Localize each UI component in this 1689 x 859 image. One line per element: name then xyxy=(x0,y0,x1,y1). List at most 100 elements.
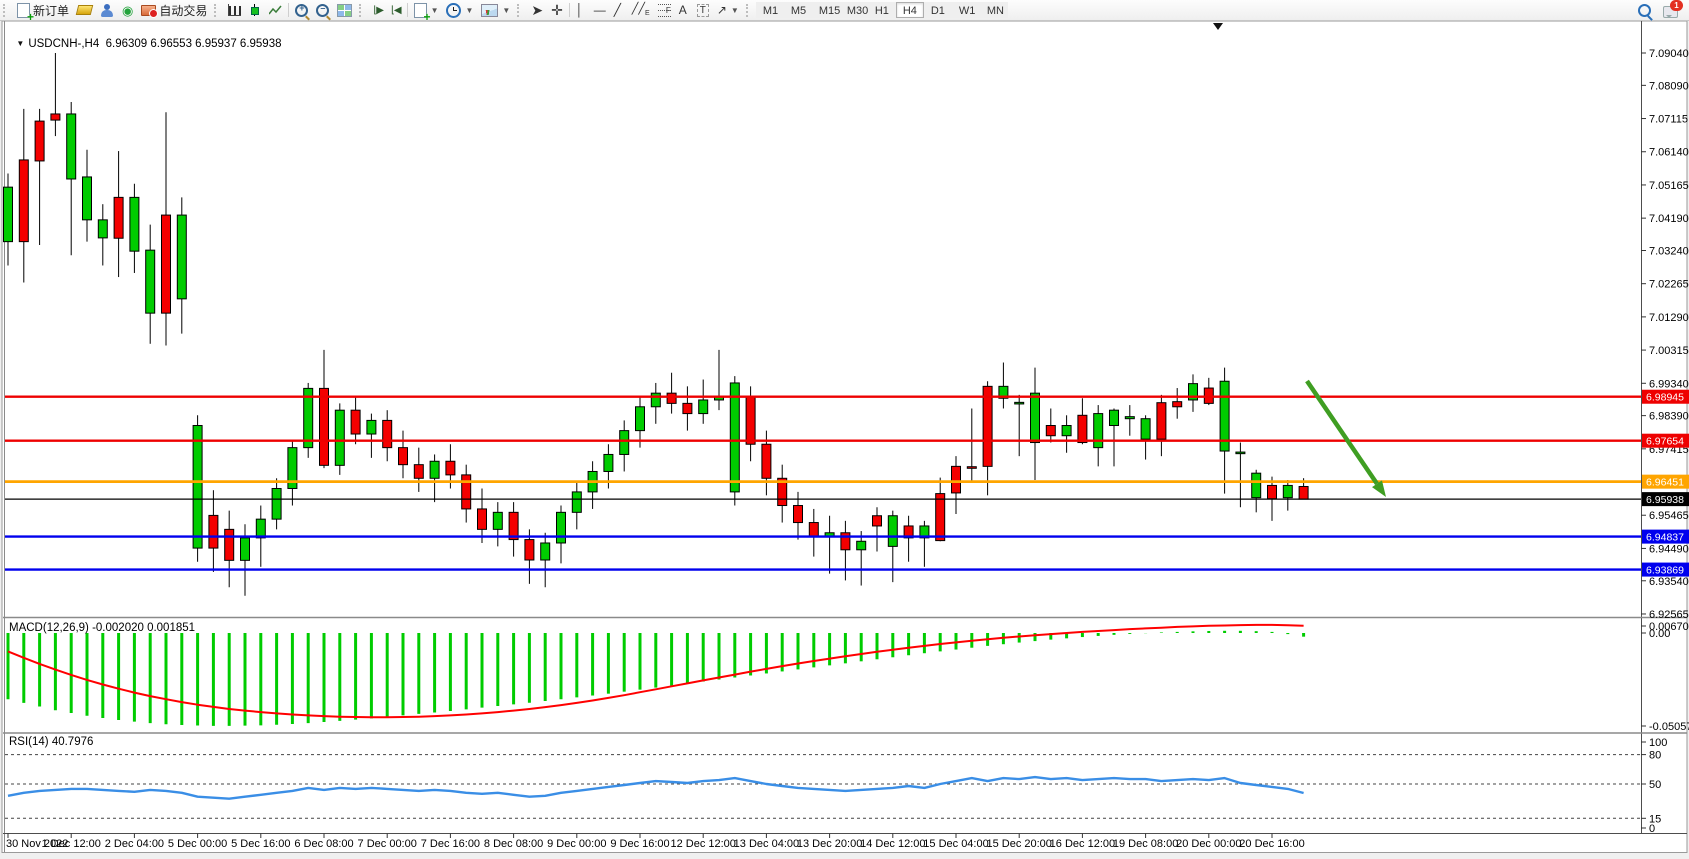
svg-text:7.06140: 7.06140 xyxy=(1649,147,1689,159)
line-chart-button[interactable] xyxy=(265,1,286,19)
dropdown-caret-icon: ▼ xyxy=(730,5,739,15)
horizontal-line-icon: — xyxy=(593,3,606,17)
notifications-button[interactable]: 1 xyxy=(1663,0,1683,18)
svg-text:6.93540: 6.93540 xyxy=(1649,576,1689,588)
svg-text:80: 80 xyxy=(1649,750,1661,762)
timeframe-h4-button[interactable]: H4 xyxy=(895,2,924,18)
svg-text:-0.050575: -0.050575 xyxy=(1649,721,1689,733)
main-toolbar: + 新订单 ◉ 自动交易 + – ⌊▶ ⌊◀ + ▼ ▼ ▼ ➤ ✛ │ — ╱ … xyxy=(0,0,1689,23)
toolbar-separator xyxy=(406,3,408,17)
new-order-button[interactable]: + 新订单 xyxy=(13,1,73,23)
auto-trading-label: 自动交易 xyxy=(159,3,208,18)
tile-windows-button[interactable] xyxy=(333,1,356,19)
svg-text:19 Dec 08:00: 19 Dec 08:00 xyxy=(1113,838,1178,850)
channel-tool-button[interactable]: ╱╱E xyxy=(628,1,654,19)
bar-chart-button[interactable] xyxy=(224,1,245,19)
svg-text:12 Dec 12:00: 12 Dec 12:00 xyxy=(670,838,735,850)
timeframe-w1-button[interactable]: W1 xyxy=(951,2,980,18)
auto-scroll-button[interactable]: ⌊◀ xyxy=(387,1,405,19)
svg-text:14 Dec 12:00: 14 Dec 12:00 xyxy=(860,838,925,850)
notification-badge: 1 xyxy=(1670,0,1683,11)
chart-symbol-period: USDCNH-,H4 xyxy=(28,38,100,50)
svg-text:5 Dec 16:00: 5 Dec 16:00 xyxy=(231,838,290,850)
cursor-icon: ➤ xyxy=(531,2,544,18)
auto-trading-button[interactable]: 自动交易 xyxy=(137,1,211,19)
market-watch-icon xyxy=(75,5,94,15)
arrow-objects-icon: ↗ xyxy=(716,3,727,17)
new-chart-button[interactable]: + ▼ xyxy=(410,1,443,23)
bar-chart-icon xyxy=(228,4,242,16)
new-order-label: 新订单 xyxy=(33,3,70,18)
svg-text:6.92565: 6.92565 xyxy=(1649,609,1689,621)
timeframe-m30-button[interactable]: M30 xyxy=(839,2,868,18)
chart-shift-button[interactable]: ⌊▶ xyxy=(369,1,387,19)
timeframe-d1-button[interactable]: D1 xyxy=(923,2,952,18)
fibonacci-icon: F xyxy=(657,3,671,17)
equidistant-channel-icon: ╱╱E xyxy=(631,3,650,18)
svg-text:6.97654: 6.97654 xyxy=(1646,436,1684,448)
svg-text:13 Dec 20:00: 13 Dec 20:00 xyxy=(797,838,862,850)
chart-collapse-icon[interactable]: ▼ xyxy=(16,39,25,48)
candles-layer xyxy=(3,53,1309,596)
svg-text:7.09040: 7.09040 xyxy=(1649,48,1689,60)
text-tool-button[interactable]: A xyxy=(675,1,693,19)
timeframe-m15-button[interactable]: M15 xyxy=(811,2,840,18)
vertical-line-tool-button[interactable]: │ xyxy=(572,1,590,19)
svg-text:6.95465: 6.95465 xyxy=(1649,510,1689,522)
svg-text:9 Dec 00:00: 9 Dec 00:00 xyxy=(547,838,606,850)
new-order-icon: + xyxy=(17,2,34,23)
timeframe-group: M1 M5 M15 M30 H1 H4 D1 W1 MN xyxy=(755,2,1008,18)
toolbar-grip[interactable] xyxy=(517,3,523,17)
svg-text:6.95938: 6.95938 xyxy=(1646,494,1684,506)
search-button[interactable] xyxy=(1634,1,1655,19)
templates-icon xyxy=(481,3,499,17)
text-icon: A xyxy=(678,3,687,17)
horizontal-lines[interactable] xyxy=(5,395,1641,571)
dropdown-caret-icon: ▼ xyxy=(502,5,511,15)
signals-icon: ◉ xyxy=(122,2,134,18)
zoom-out-button[interactable]: – xyxy=(312,1,333,19)
signals-button[interactable]: ◉ xyxy=(118,1,137,19)
timeframe-m1-button[interactable]: M1 xyxy=(755,2,784,18)
svg-text:6.96451: 6.96451 xyxy=(1646,477,1684,489)
timeframe-m5-button[interactable]: M5 xyxy=(783,2,812,18)
trend-line-tool-button[interactable]: ╱ xyxy=(610,1,628,19)
svg-text:9 Dec 16:00: 9 Dec 16:00 xyxy=(610,838,669,850)
cursor-tool-button[interactable]: ➤ xyxy=(527,1,547,19)
toolbar-separator xyxy=(568,3,570,17)
svg-text:6.98390: 6.98390 xyxy=(1649,411,1689,423)
toolbar-grip[interactable] xyxy=(745,3,752,17)
svg-text:30 Nov 2022: 30 Nov 2022 xyxy=(6,838,68,850)
svg-text:7.03240: 7.03240 xyxy=(1649,245,1689,257)
auto-scroll-icon: ⌊◀ xyxy=(390,4,402,16)
templates-button[interactable]: ▼ xyxy=(477,1,514,19)
macd-panel: 0.0067060.00 -0.050575 xyxy=(6,621,1689,733)
fibonacci-tool-button[interactable]: F xyxy=(654,1,675,19)
market-watch-button[interactable] xyxy=(73,1,96,19)
svg-text:7 Dec 16:00: 7 Dec 16:00 xyxy=(421,838,480,850)
arrow-objects-button[interactable]: ↗ ▼ xyxy=(713,1,743,19)
timeframe-h1-button[interactable]: H1 xyxy=(867,2,896,18)
chart-title: ▼ USDCNH-,H4 6.96309 6.96553 6.95937 6.95… xyxy=(10,26,281,50)
svg-text:7.00315: 7.00315 xyxy=(1649,345,1689,357)
toolbar-grip[interactable] xyxy=(359,3,365,17)
text-label-tool-button[interactable]: T xyxy=(693,1,713,19)
trend-arrow-head xyxy=(1372,480,1386,497)
profiles-button[interactable] xyxy=(96,1,118,19)
svg-text:8 Dec 08:00: 8 Dec 08:00 xyxy=(484,838,543,850)
periodicity-button[interactable]: ▼ xyxy=(442,1,477,19)
crosshair-tool-button[interactable]: ✛ xyxy=(547,1,567,19)
toolbar-grip[interactable] xyxy=(214,3,220,17)
svg-text:100: 100 xyxy=(1649,737,1667,749)
timeframe-mn-button[interactable]: MN xyxy=(979,2,1008,18)
price-axis: 7.09040 7.08090 7.07115 7.06140 7.05165 7.041… xyxy=(1641,48,1689,621)
toolbar-grip[interactable] xyxy=(3,3,9,17)
horizontal-line-tool-button[interactable]: — xyxy=(590,1,610,19)
annotations[interactable] xyxy=(1213,23,1386,497)
candlestick-chart-button[interactable] xyxy=(245,1,265,19)
svg-text:20 Dec 16:00: 20 Dec 16:00 xyxy=(1239,838,1304,850)
svg-text:7.01290: 7.01290 xyxy=(1649,312,1689,324)
zoom-in-button[interactable]: + xyxy=(291,1,312,19)
